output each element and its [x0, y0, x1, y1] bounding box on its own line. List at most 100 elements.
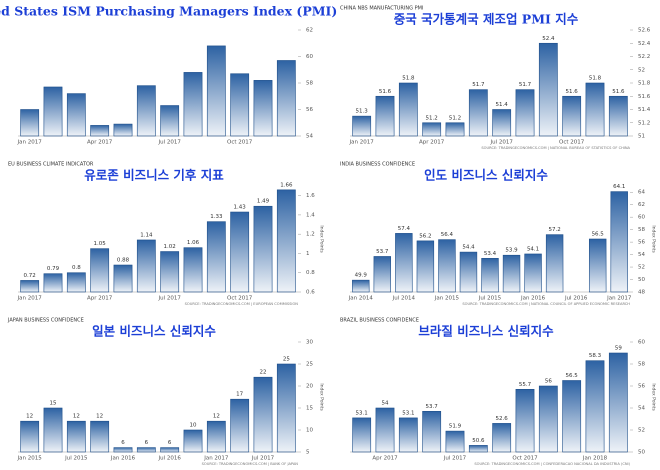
y-tick-label: 51.4 [638, 107, 651, 113]
bar [160, 105, 180, 137]
x-tick-label: Jan 2017 [349, 140, 375, 146]
data-label: 17 [236, 392, 243, 398]
data-label: 58.3 [589, 353, 602, 359]
x-tick-label: Jul 2017 [489, 140, 513, 146]
data-label: 53.1 [402, 410, 414, 416]
data-label: 53.1 [356, 410, 368, 416]
y-tick-label: 0.8 [306, 270, 315, 276]
data-label: 6 [168, 440, 172, 446]
bar [20, 420, 40, 453]
bar [588, 238, 607, 293]
bar [43, 273, 63, 293]
y-tick-label: 51.8 [638, 81, 651, 87]
x-tick-label: Oct 2017 [227, 140, 253, 146]
data-label: 54.1 [527, 246, 539, 252]
y-tick-label: 52.2 [638, 54, 650, 60]
y-tick-label: 20 [306, 384, 313, 390]
x-tick-label: Jul 2017 [251, 456, 275, 462]
y-tick-label: 54 [638, 406, 645, 412]
bar [610, 191, 628, 293]
y-tick-label: 60 [638, 340, 645, 346]
y-tick-label: 1.4 [306, 212, 315, 218]
data-label: 0.79 [47, 266, 60, 272]
bar [136, 239, 156, 293]
data-label: 1.05 [94, 241, 107, 247]
chart-header: BRAZIL BUSINESS CONFIDENCE [340, 318, 419, 324]
data-label: 1.02 [164, 244, 176, 250]
bar [375, 407, 395, 453]
chart-title: 일본 비즈니스 신뢰지수 [92, 324, 216, 339]
bar [538, 42, 558, 137]
data-label: 50.6 [472, 438, 485, 444]
x-tick-label: Jul 2014 [392, 296, 416, 302]
data-label: 6 [145, 440, 149, 446]
bar [276, 363, 296, 453]
bar [398, 82, 418, 137]
data-label: 52.4 [542, 36, 555, 42]
x-tick-label: Jul 2017 [157, 140, 181, 146]
bar [515, 388, 535, 453]
bar [352, 279, 370, 293]
data-label: 53.7 [376, 249, 389, 255]
data-label: 51.7 [472, 82, 485, 88]
bar [206, 221, 226, 293]
bar [66, 272, 86, 293]
y-tick-label: 54 [638, 252, 645, 258]
source: SOURCE: TRADINGECONOMICS.COM | EUROPEAN … [185, 302, 299, 306]
bar [276, 60, 296, 137]
bar [90, 420, 110, 453]
bar [562, 380, 582, 453]
data-label: 15 [50, 401, 57, 407]
bar [66, 420, 86, 453]
bar [113, 264, 133, 293]
x-tick-label: Apr 2017 [87, 296, 113, 302]
y-tick-label: 52 [638, 67, 645, 73]
x-tick-label: Jul 2016 [157, 456, 181, 462]
source: SOURCE: TRADINGECONOMICS.COM | NATIONAL … [481, 146, 630, 150]
y-tick-label: 52.6 [638, 28, 651, 34]
data-label: 53.7 [426, 404, 439, 410]
bar [206, 420, 226, 453]
y-tick-label: 5 [306, 450, 310, 456]
bar [230, 73, 250, 137]
data-label: 56 [545, 379, 552, 385]
data-label: 1.43 [234, 205, 247, 211]
chart-header: JAPAN BUSINESS CONFIDENCE [7, 318, 84, 324]
chart-title: United States ISM Purchasing Managers In… [0, 4, 337, 19]
data-label: 59 [615, 346, 622, 352]
bar [375, 95, 395, 137]
chart-header: CHINA NBS MANUFACTURING PMI [340, 6, 423, 12]
x-tick-label: Jan 2014 [348, 296, 374, 302]
data-label: 0.88 [117, 258, 130, 264]
data-label: 12 [96, 414, 103, 420]
bar [545, 234, 564, 293]
x-tick-label: Jan 2017 [17, 296, 43, 302]
y-tick-label: 51.2 [638, 120, 650, 126]
y-tick-label: 52.4 [638, 41, 651, 47]
y-tick-label: 62 [638, 202, 645, 208]
chart-title: 중국 국가통계국 제조업 PMI 지수 [394, 12, 579, 27]
data-label: 53.4 [484, 251, 497, 257]
y-tick-label: 51.6 [638, 94, 651, 100]
bar [422, 410, 442, 453]
data-label: 49.9 [355, 273, 368, 279]
bar [459, 251, 478, 293]
data-label: 53.9 [505, 248, 518, 254]
y-tick-label: 50 [638, 277, 645, 283]
data-label: 51.2 [449, 115, 461, 121]
y-axis-label: Index Points [319, 225, 325, 253]
bar [445, 430, 465, 453]
data-label: 57.2 [548, 227, 560, 233]
bar [230, 398, 250, 453]
bar [253, 376, 273, 453]
bar [608, 95, 628, 137]
bar [66, 93, 86, 137]
bar [160, 447, 180, 453]
y-tick-label: 30 [306, 340, 313, 346]
y-axis-label: Index Points [651, 225, 657, 253]
bar [253, 80, 273, 137]
bar [481, 258, 499, 293]
y-tick-label: 52 [638, 428, 645, 434]
bar [585, 82, 605, 137]
